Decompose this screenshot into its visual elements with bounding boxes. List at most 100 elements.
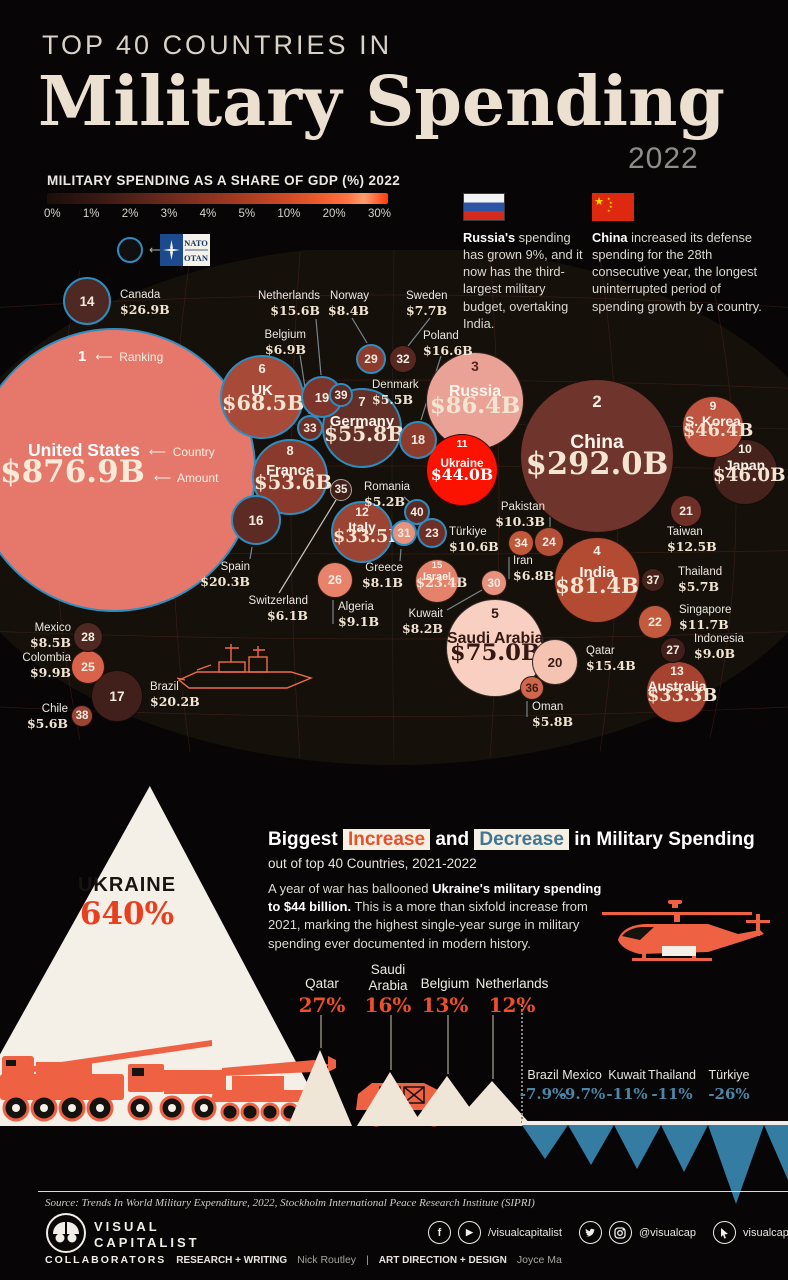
label-country: Pakistan [500, 501, 545, 513]
label-amount: $6.1B [266, 607, 308, 623]
bubble-name: UK [251, 382, 273, 400]
nato-flag-icon: NATO OTAN [160, 234, 210, 266]
increase-value-belgium: 13% [421, 993, 469, 1017]
increase-leader-line [492, 1015, 494, 1079]
instagram-icon[interactable] [608, 1221, 632, 1244]
map-label-sweden: Sweden $7.7B [406, 290, 448, 317]
military-vehicles-silhouette [0, 1040, 336, 1122]
bubble-name: Saudi Arabia [447, 630, 544, 648]
us-value: 1 [78, 348, 87, 365]
facebook-icon[interactable]: f [428, 1221, 451, 1244]
label-country: Spain [220, 561, 250, 573]
visual-capitalist-logo [46, 1213, 86, 1253]
bubble-taiwan: 21 [670, 495, 702, 527]
bubble-name: France [266, 463, 314, 480]
heading-decrease-highlight: Decrease [474, 829, 569, 850]
bubble-name: Japan [724, 457, 766, 474]
bubble-iran: 34 [508, 530, 534, 556]
bubble-name: Germany [329, 413, 395, 430]
bubble-name: China [570, 431, 624, 453]
svg-text:OTAN: OTAN [184, 253, 209, 263]
bubble-thailand: 37 [641, 568, 665, 592]
bottom-paragraph: A year of war has ballooned Ukraine's mi… [268, 880, 606, 953]
label-country: Denmark [372, 379, 419, 391]
svg-text:★: ★ [609, 200, 613, 205]
bubble-amt: $33.5B [333, 525, 404, 547]
increase-leader-line [320, 1015, 322, 1048]
bubble-ukraine: 11 Ukraine $44.0B [426, 434, 498, 506]
bubble-chile: 38 [71, 705, 93, 727]
decrease-value-brazil: -7.9% [519, 1085, 567, 1103]
bubble-name: Italy [348, 519, 376, 535]
page-kicker: TOP 40 COUNTRIES IN [42, 30, 393, 60]
svg-text:★: ★ [609, 204, 613, 209]
cursor-icon[interactable] [713, 1221, 737, 1244]
bubble-rank: 33 [303, 421, 317, 435]
page-year: 2022 [628, 142, 699, 175]
increase-decrease-divider [521, 1005, 523, 1123]
map-label-chile: Chile $5.6B [27, 703, 68, 730]
label-amount: $20.3B [200, 573, 250, 589]
bubble-name: Ukraine [440, 457, 484, 471]
bubble-belgium: 33 [297, 415, 323, 441]
social-row: f ▶ /visualcapitalist @visualcap visualc… [428, 1221, 788, 1244]
bubble-australia: 13 Australia $33.3B [646, 661, 717, 723]
label-amount: $26.9B [120, 301, 170, 317]
map-label-algeria: Algeria $9.1B [338, 601, 379, 628]
bubble-china: 2 China $292.0B [520, 379, 674, 533]
social-handle[interactable]: /visualcapitalist [488, 1226, 562, 1239]
bubble-sweden: 32 [389, 345, 417, 373]
role-research: RESEARCH + WRITING [176, 1255, 288, 1266]
label-amount: $8.1B [361, 574, 403, 590]
map-label-switzerland: Switzerland $6.1B [249, 595, 308, 622]
map-label-canada: Canada $26.9B [120, 289, 170, 316]
label-country: Türkiye [449, 526, 487, 538]
page-title: Military Spending [38, 62, 725, 142]
tick: 5% [238, 208, 256, 220]
decrease-value-thailand: -11% [651, 1085, 693, 1103]
bubble-amt: $81.4B [555, 572, 639, 598]
label-amount: $8.4B [327, 302, 369, 318]
bubble-rank: 19 [314, 389, 330, 405]
bubble-indonesia: 27 [660, 637, 686, 663]
increase-label-belgium: Belgium [420, 976, 470, 991]
map-label-netherlands: Netherlands $15.6B [258, 290, 320, 317]
bubble-rank: 23 [425, 526, 439, 540]
bubble-rank: 4 [593, 542, 601, 558]
bubble-rank: 31 [397, 526, 411, 540]
youtube-icon[interactable]: ▶ [458, 1221, 481, 1244]
label-amount: $5.8B [532, 713, 574, 729]
separator: | [366, 1254, 369, 1266]
bubble-amt: $68.5B [222, 390, 305, 415]
heading-mid: and [430, 829, 475, 850]
social-handle-2[interactable]: @visualcap [638, 1226, 697, 1239]
bubble-rank: 5 [491, 605, 499, 622]
us-annotation: ⟵ Amount [153, 471, 219, 485]
decrease-baseline [522, 1121, 788, 1125]
bubble-rank: 34 [514, 536, 528, 550]
bubble-rank: 16 [248, 512, 264, 528]
label-country: Thailand [678, 566, 723, 578]
label-amount: $9.9B [29, 664, 71, 680]
twitter-icon[interactable] [578, 1221, 602, 1244]
bubble-rank: 22 [648, 615, 662, 629]
bubble-amt: $75.0B [449, 640, 541, 667]
para-bold: Ukraine's military spending to $44 billi… [268, 881, 602, 915]
svg-text:★: ★ [607, 208, 611, 213]
label-country: Kuwait [408, 608, 443, 620]
label-country: Romania [364, 481, 411, 493]
label-country: Iran [513, 555, 533, 567]
social-url[interactable]: visualcapitalist.com [743, 1226, 788, 1239]
bubble-amt: $292.0B [525, 446, 669, 483]
label-amount: $5.5B [372, 391, 414, 407]
bubble-rank: 38 [75, 710, 89, 722]
russia-callout: Russia's spending has grown 9%, and it n… [463, 229, 583, 332]
label-amount: $8.5B [29, 634, 71, 650]
china-callout-bold: China [592, 230, 628, 245]
us-value: United States [28, 440, 140, 460]
bubble-amt: $86.4B [429, 393, 521, 420]
bubble-israel: 15 Israel $23.4B [415, 559, 467, 603]
map-label-singapore: Singapore $11.7B [679, 604, 731, 631]
para-pre: A year of war has ballooned [268, 881, 433, 896]
bubble-amt: $44.0B [430, 464, 494, 484]
